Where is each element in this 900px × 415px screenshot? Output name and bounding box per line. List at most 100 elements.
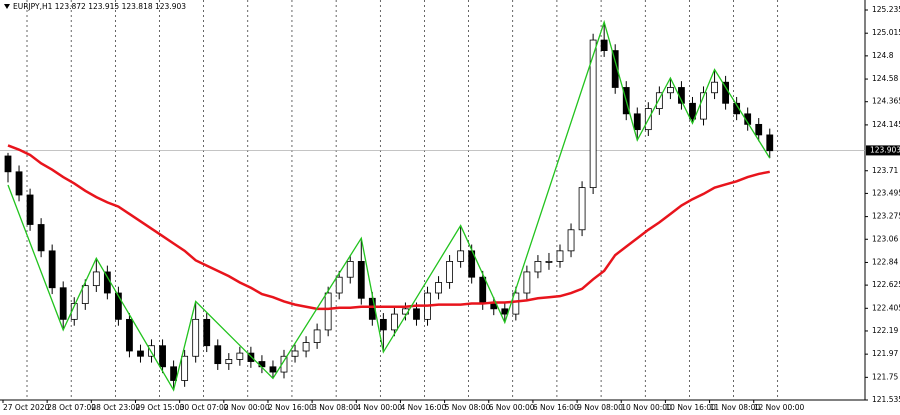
candle-body [512,292,520,315]
candle-body [170,366,178,381]
candle-body [115,292,122,320]
candle-body [225,359,233,365]
price-label: 122.84 [872,257,898,266]
candle-body [556,250,564,262]
candle-body [15,171,23,196]
price-label: 124.145 [872,120,900,129]
candle-body [435,282,442,294]
candle-body [346,260,354,278]
time-label: 11 Nov 08:00 [710,403,761,412]
candle-body [126,318,133,352]
chart-header: EURJPY,H1 123.872 123.915 123.818 123.90… [13,2,186,11]
price-label: 123.495 [872,188,900,197]
high-value: 123.915 [88,2,119,11]
time-label: 28 Oct 23:00 [91,403,140,412]
candle-body [413,308,420,320]
candle-body [711,81,718,94]
candle-body [236,352,244,360]
current-price-box [866,145,900,156]
price-label: 125.235 [872,5,900,14]
candle-body [501,308,509,315]
candle-body [611,50,619,88]
time-label: 6 Nov 16:00 [533,403,579,412]
candle-body [390,313,398,331]
candle-body [159,345,166,368]
current-price-label: 123.903 [870,145,900,154]
candle-body [137,350,144,357]
candle-body [589,39,597,189]
time-label: 30 Oct 07:00 [180,403,229,412]
candle-body [446,260,454,283]
candle-body [92,271,100,287]
time-label: 29 Oct 15:00 [135,403,184,412]
price-label: 125.015 [872,28,900,37]
candle-body [567,229,575,252]
candle-body [280,355,288,373]
candle-body [81,285,89,304]
time-label: 28 Oct 07:00 [47,403,96,412]
candle-body [700,92,707,120]
candle-body [4,155,12,173]
candle-body [59,287,67,320]
close-value: 123.903 [155,2,186,11]
time-label: 10 Nov 16:00 [665,403,716,412]
moving-average [7,144,770,311]
candle-body [148,345,155,357]
price-label: 124.8 [872,51,894,60]
header-icon [4,4,10,9]
candle-body [545,260,553,263]
candle-body [722,81,729,104]
candle-body [357,260,365,299]
candle-body [313,329,321,343]
candle-body [214,345,222,365]
candle-body [523,271,531,294]
candle-body [302,342,310,352]
candle-body [667,87,674,94]
time-label: 12 Nov 00:00 [754,403,805,412]
candle-body [379,318,387,331]
price-label: 121.97 [872,349,898,358]
time-label: 2 Nov 00:00 [224,403,270,412]
symbol: EURJPY,H1 [13,2,53,11]
price-label: 124.58 [872,74,898,83]
candle-body [203,318,211,347]
candle-body [324,292,332,331]
time-label: 9 Nov 08:00 [577,403,623,412]
candle-body [766,134,774,152]
candle-body [103,271,111,294]
open-value: 123.872 [55,2,86,11]
candle-body [457,250,465,262]
price-label: 123.06 [872,234,898,243]
time-label: 5 Nov 08:00 [445,403,491,412]
time-label: 3 Nov 08:00 [312,403,358,412]
price-label: 122.625 [872,280,900,289]
price-label: 124.365 [872,97,900,106]
candle-body [37,224,45,252]
candle-body [26,194,34,225]
candle-body [534,260,542,273]
zigzag [7,19,771,392]
time-label: 4 Nov 16:00 [400,403,446,412]
candle-body [689,102,696,120]
time-label: 27 Oct 2020 [3,403,50,412]
price-label: 121.75 [872,372,898,381]
price-label: 123.71 [872,166,898,175]
time-label: 2 Nov 16:00 [268,403,314,412]
candle-body [181,355,189,381]
time-label: 10 Nov 00:00 [621,403,672,412]
price-label: 123.275 [872,212,900,221]
candle-body [192,318,200,357]
candle-body [291,350,299,357]
price-label: 122.405 [872,303,900,312]
plot [0,0,865,400]
price-label: 122.19 [872,326,898,335]
candle-body [600,39,608,51]
candle-body [655,92,663,109]
low-value: 123.818 [122,2,153,11]
candle-body [48,250,56,289]
candle-body [578,187,586,231]
candle-body [755,123,763,136]
price-label: 121.535 [872,395,900,404]
